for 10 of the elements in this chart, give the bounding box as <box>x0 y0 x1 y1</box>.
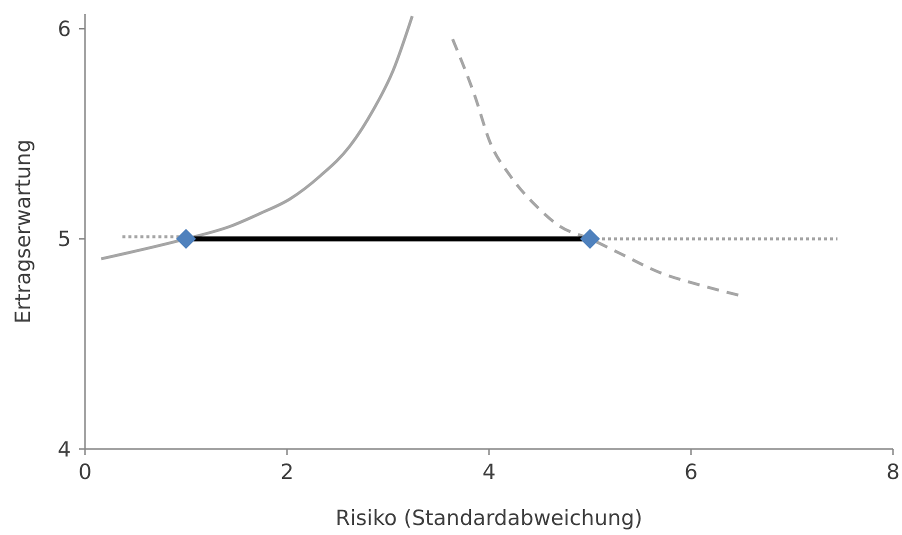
x-tick-label: 8 <box>886 460 900 484</box>
y-tick-label: 5 <box>58 227 71 252</box>
y-axis-title: Ertragserwartung <box>11 139 35 324</box>
x-axis-title: Risiko (Standardabweichung) <box>336 506 642 530</box>
x-tick-label: 6 <box>684 460 698 484</box>
y-tick-label: 4 <box>58 437 71 462</box>
x-tick-label: 0 <box>78 460 92 484</box>
y-tick-label: 6 <box>58 17 71 42</box>
x-tick-label: 4 <box>482 460 496 484</box>
x-tick-label: 2 <box>280 460 294 484</box>
